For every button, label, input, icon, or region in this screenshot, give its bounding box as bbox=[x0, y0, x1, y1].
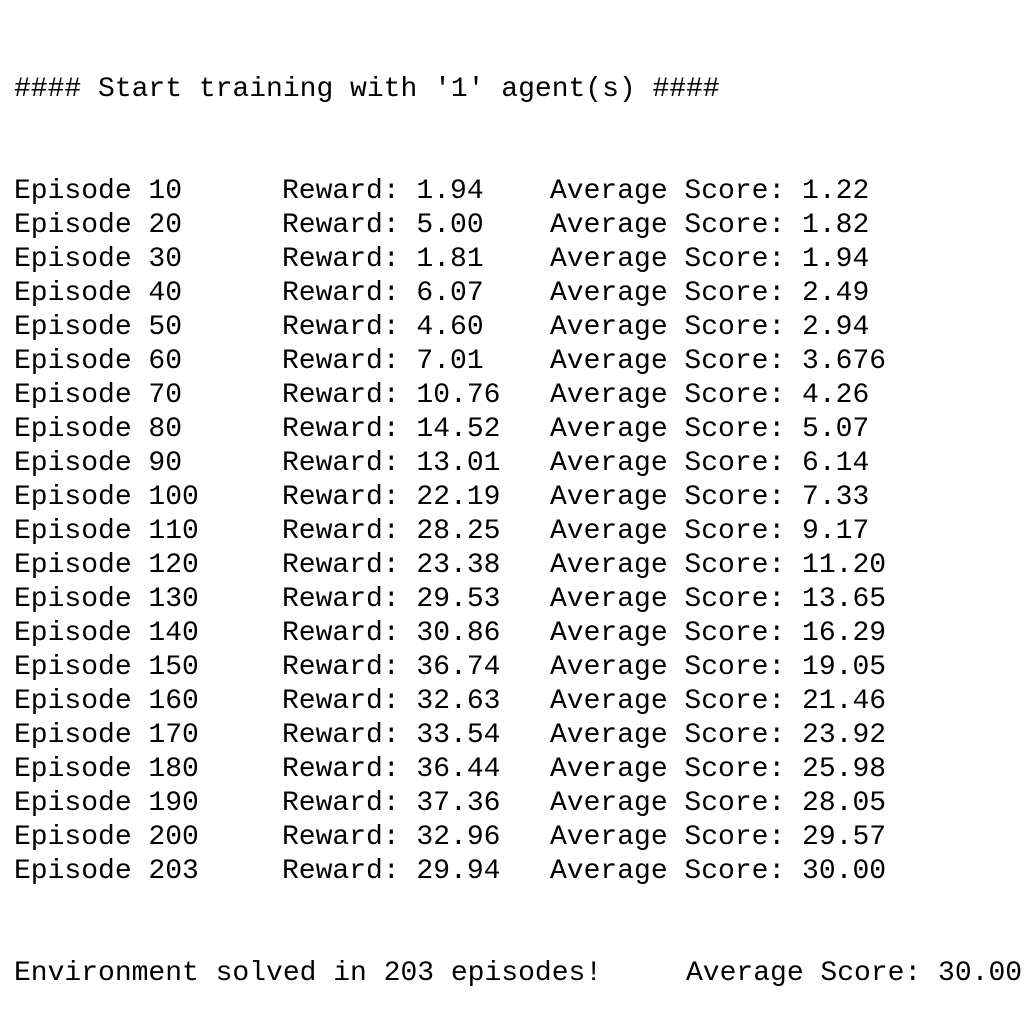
log-row: Episode 120 Reward: 23.38 Average Score: 1… bbox=[14, 549, 1022, 583]
episode-label: Episode 100 bbox=[14, 482, 199, 513]
episode-label: Episode 140 bbox=[14, 618, 199, 649]
reward-value: Reward: 4.60 bbox=[282, 312, 484, 343]
average-score-value: Average Score: 23.92 bbox=[550, 720, 887, 751]
episode-label: Episode 30 bbox=[14, 244, 183, 275]
average-score-value: Average Score: 6.14 bbox=[550, 448, 870, 479]
log-row: Episode 30 Reward: 1.81 Average Score: 1.9… bbox=[14, 243, 1022, 277]
reward-value: Reward: 28.25 bbox=[282, 516, 501, 547]
reward-value: Reward: 36.44 bbox=[282, 754, 501, 785]
reward-value: Reward: 6.07 bbox=[282, 278, 484, 309]
average-score-value: Average Score: 3.676 bbox=[550, 346, 887, 377]
log-header: #### Start training with '1' agent(s) ##… bbox=[14, 74, 720, 105]
episode-label: Episode 10 bbox=[14, 176, 183, 207]
reward-value: Reward: 14.52 bbox=[282, 414, 501, 445]
episode-label: Episode 110 bbox=[14, 516, 199, 547]
average-score-value: Average Score: 11.20 bbox=[550, 550, 887, 581]
log-row: Episode 150 Reward: 36.74 Average Score: 1… bbox=[14, 651, 1022, 685]
episode-label: Episode 170 bbox=[14, 720, 199, 751]
episode-label: Episode 200 bbox=[14, 822, 199, 853]
log-row: Episode 140 Reward: 30.86 Average Score: 1… bbox=[14, 617, 1022, 651]
log-row: Episode 90 Reward: 13.01 Average Score: 6.… bbox=[14, 447, 1022, 481]
log-row: Episode 60 Reward: 7.01 Average Score: 3.6… bbox=[14, 345, 1022, 379]
average-score-value: Average Score: 21.46 bbox=[550, 686, 887, 717]
log-row: Episode 40 Reward: 6.07 Average Score: 2.4… bbox=[14, 277, 1022, 311]
average-score-value: Average Score: 28.05 bbox=[550, 788, 887, 819]
log-footer: Environment solved in 203 episodes! Avera… bbox=[14, 957, 1022, 991]
episode-label: Episode 150 bbox=[14, 652, 199, 683]
reward-value: Reward: 32.63 bbox=[282, 686, 501, 717]
log-row: Episode 180 Reward: 36.44 Average Score: 2… bbox=[14, 753, 1022, 787]
average-score-value: Average Score: 2.94 bbox=[550, 312, 870, 343]
average-score-value: Average Score: 5.07 bbox=[550, 414, 870, 445]
reward-value: Reward: 37.36 bbox=[282, 788, 501, 819]
reward-value: Reward: 33.54 bbox=[282, 720, 501, 751]
average-score-value: Average Score: 7.33 bbox=[550, 482, 870, 513]
log-rows: Episode 10 Reward: 1.94 Average Score: 1.2… bbox=[14, 175, 1022, 889]
average-score-value: Average Score: 13.65 bbox=[550, 584, 887, 615]
log-row: Episode 203 Reward: 29.94 Average Score: 3… bbox=[14, 855, 1022, 889]
average-score-value: Average Score: 4.26 bbox=[550, 380, 870, 411]
log-row: Episode 190 Reward: 37.36 Average Score: 2… bbox=[14, 787, 1022, 821]
log-row: Episode 20 Reward: 5.00 Average Score: 1.8… bbox=[14, 209, 1022, 243]
average-score-value: Average Score: 29.57 bbox=[550, 822, 887, 853]
episode-label: Episode 180 bbox=[14, 754, 199, 785]
episode-label: Episode 20 bbox=[14, 210, 183, 241]
episode-label: Episode 50 bbox=[14, 312, 183, 343]
average-score-value: Average Score: 9.17 bbox=[550, 516, 870, 547]
episode-label: Episode 160 bbox=[14, 686, 199, 717]
episode-label: Episode 80 bbox=[14, 414, 183, 445]
solved-message: Environment solved in 203 episodes! bbox=[14, 958, 603, 989]
log-row: Episode 70 Reward: 10.76 Average Score: 4.… bbox=[14, 379, 1022, 413]
final-average-score: Average Score: 30.00 bbox=[686, 958, 1023, 989]
episode-label: Episode 60 bbox=[14, 346, 183, 377]
episode-label: Episode 70 bbox=[14, 380, 183, 411]
log-row: Episode 160 Reward: 32.63 Average Score: 2… bbox=[14, 685, 1022, 719]
log-row: Episode 50 Reward: 4.60 Average Score: 2.9… bbox=[14, 311, 1022, 345]
log-row: Episode 100 Reward: 22.19 Average Score: 7… bbox=[14, 481, 1022, 515]
reward-value: Reward: 10.76 bbox=[282, 380, 501, 411]
average-score-value: Average Score: 25.98 bbox=[550, 754, 887, 785]
episode-label: Episode 120 bbox=[14, 550, 199, 581]
reward-value: Reward: 5.00 bbox=[282, 210, 484, 241]
average-score-value: Average Score: 2.49 bbox=[550, 278, 870, 309]
average-score-value: Average Score: 1.82 bbox=[550, 210, 870, 241]
average-score-value: Average Score: 16.29 bbox=[550, 618, 887, 649]
reward-value: Reward: 29.94 bbox=[282, 856, 501, 887]
episode-label: Episode 190 bbox=[14, 788, 199, 819]
log-row: Episode 110 Reward: 28.25 Average Score: 9… bbox=[14, 515, 1022, 549]
log-row: Episode 200 Reward: 32.96 Average Score: 2… bbox=[14, 821, 1022, 855]
average-score-value: Average Score: 19.05 bbox=[550, 652, 887, 683]
reward-value: Reward: 7.01 bbox=[282, 346, 484, 377]
reward-value: Reward: 32.96 bbox=[282, 822, 501, 853]
episode-label: Episode 203 bbox=[14, 856, 199, 887]
reward-value: Reward: 22.19 bbox=[282, 482, 501, 513]
log-row: Episode 80 Reward: 14.52 Average Score: 5.… bbox=[14, 413, 1022, 447]
average-score-value: Average Score: 30.00 bbox=[550, 856, 887, 887]
reward-value: Reward: 29.53 bbox=[282, 584, 501, 615]
reward-value: Reward: 1.81 bbox=[282, 244, 484, 275]
reward-value: Reward: 1.94 bbox=[282, 176, 484, 207]
log-row: Episode 170 Reward: 33.54 Average Score: 2… bbox=[14, 719, 1022, 753]
episode-label: Episode 130 bbox=[14, 584, 199, 615]
episode-label: Episode 40 bbox=[14, 278, 183, 309]
episode-label: Episode 90 bbox=[14, 448, 183, 479]
reward-value: Reward: 36.74 bbox=[282, 652, 501, 683]
log-row: Episode 130 Reward: 29.53 Average Score: 1… bbox=[14, 583, 1022, 617]
reward-value: Reward: 13.01 bbox=[282, 448, 501, 479]
average-score-value: Average Score: 1.94 bbox=[550, 244, 870, 275]
reward-value: Reward: 23.38 bbox=[282, 550, 501, 581]
log-row: Episode 10 Reward: 1.94 Average Score: 1.2… bbox=[14, 175, 1022, 209]
average-score-value: Average Score: 1.22 bbox=[550, 176, 870, 207]
reward-value: Reward: 30.86 bbox=[282, 618, 501, 649]
training-log-output: #### Start training with '1' agent(s) ##… bbox=[14, 5, 1022, 1025]
